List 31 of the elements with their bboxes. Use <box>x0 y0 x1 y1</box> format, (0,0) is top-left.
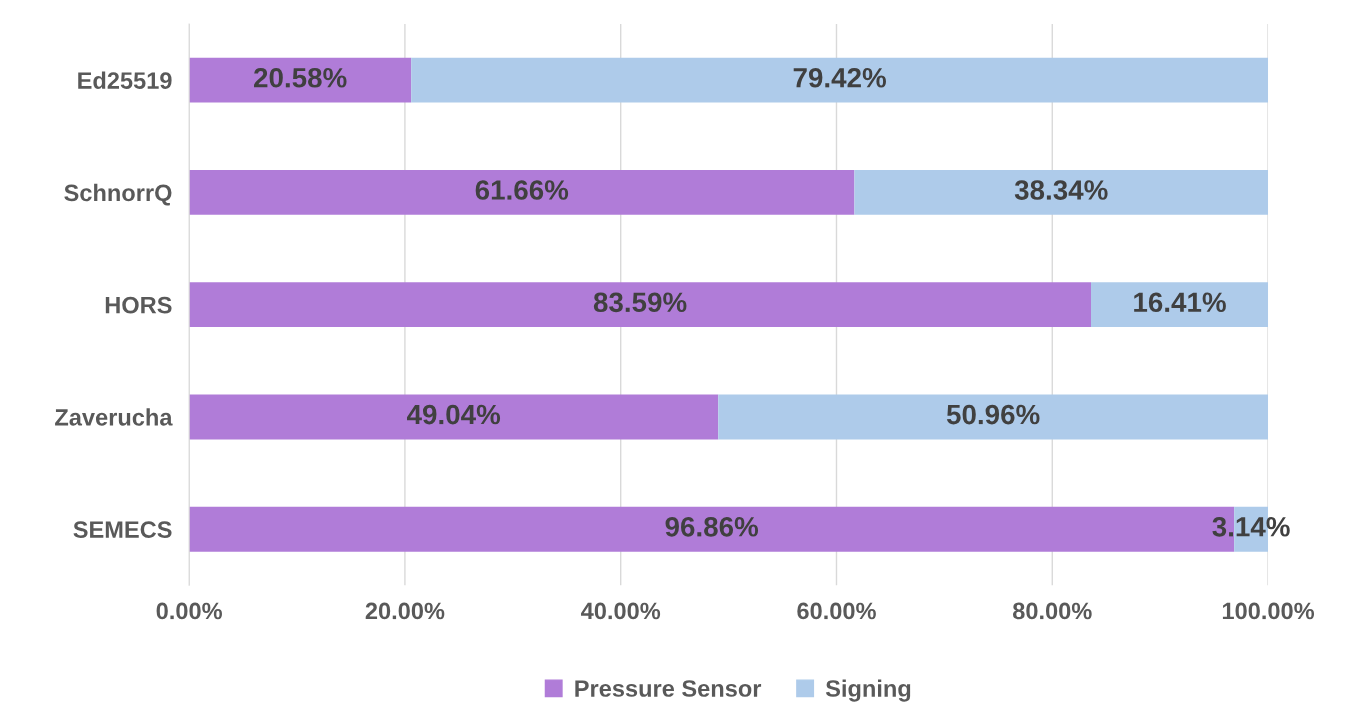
data-label: 83.59% <box>593 292 687 313</box>
bar <box>854 169 1269 215</box>
y-tick-label: SEMECS <box>73 521 172 538</box>
data-label: 79.42% <box>793 67 886 88</box>
legend-label: Signing <box>825 679 911 702</box>
bar <box>411 57 1269 103</box>
bar <box>1091 282 1269 328</box>
data-label: 20.58% <box>254 67 347 88</box>
x-tick-label: 40.00% <box>581 602 661 620</box>
y-tick-label: SchnorrQ <box>64 183 172 206</box>
data-label: 38.34% <box>1014 180 1108 200</box>
bar <box>189 282 1091 328</box>
x-tick-label: 60.00% <box>797 602 876 620</box>
bar <box>189 394 719 440</box>
x-tick-label: 20.00% <box>365 602 445 620</box>
x-tick-label: 80.00% <box>1012 602 1092 620</box>
data-label: 49.04% <box>407 404 501 425</box>
data-label: 96.86% <box>665 516 759 537</box>
y-tick-label: HORS <box>105 296 172 314</box>
bar <box>718 394 1269 440</box>
y-tick-label: Zaverucha <box>55 408 173 426</box>
bar <box>189 57 412 103</box>
x-tick-label: 0.00% <box>156 602 222 620</box>
data-label: 50.96% <box>946 404 1040 425</box>
data-label: 3.14% <box>1212 516 1290 537</box>
x-tick-label: 100.00% <box>1222 602 1315 620</box>
legend-label: Pressure Sensor <box>575 680 762 697</box>
data-label: 61.66% <box>475 180 569 200</box>
data-label: 16.41% <box>1134 292 1226 313</box>
bar <box>189 169 855 215</box>
y-tick-label: Ed25519 <box>78 71 172 89</box>
